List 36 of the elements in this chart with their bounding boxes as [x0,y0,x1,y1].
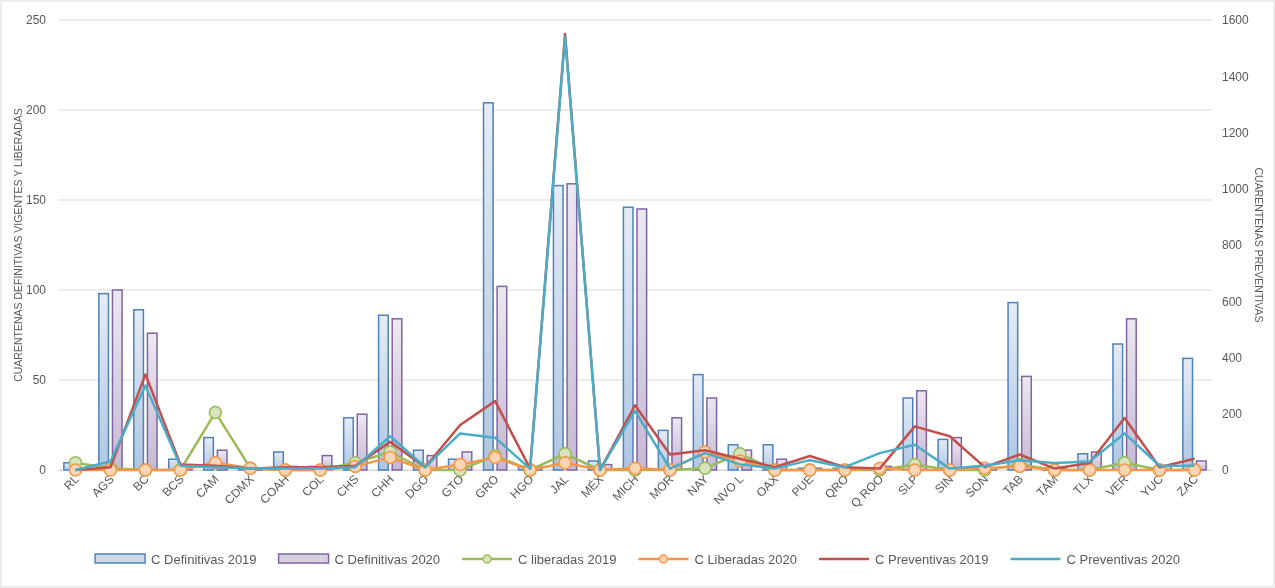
x-tick-label: ZAC [1174,471,1202,499]
x-tick-label: SIN [932,472,957,497]
y-tick-label: 0 [39,463,47,478]
y-tick-label: 50 [32,373,47,388]
legend-label: C liberadas 2019 [518,551,617,567]
y2-axis-title: CUARENTENAS PREVENTIVAS [1253,167,1265,323]
legend-label: C Preventivas 2020 [1066,551,1180,567]
y2-tick-label: 1200 [1222,125,1250,140]
x-tick-label: TAB [1000,472,1027,498]
x-tick-label: JAL [546,471,572,497]
y-tick-label: 200 [25,103,47,118]
y-tick-label: 250 [25,13,47,28]
x-tick-label: RL [61,471,83,493]
y2-tick-label: 0 [1222,463,1229,478]
x-tick-label: VER [1103,471,1132,500]
x-tick-label: COL [299,471,327,500]
y-tick-label: 100 [25,283,47,298]
legend-label: C Preventivas 2019 [875,551,989,567]
y2-tick-label: 400 [1222,350,1243,365]
x-tick-label: TLX [1070,472,1096,498]
y2-tick-label: 200 [1222,407,1243,422]
x-tick-label: TAM [1033,472,1061,500]
x-tick-label: OAX [753,472,782,500]
legend-label: C Liberadas 2020 [694,551,798,567]
legend-label: C Definitivas 2020 [334,551,441,567]
y-tick-label: 150 [25,193,47,208]
y-axis-title: CUARENTENAS DEFINITIVAS VIGENTES Y LIBERADAS [12,108,24,382]
x-tick-label: YUC [1138,471,1167,500]
y2-tick-label: 800 [1222,238,1243,253]
y2-tick-label: 1600 [1222,13,1250,28]
legend-label: C Definitivas 2019 [151,551,257,567]
y2-tick-label: 1400 [1222,69,1250,84]
x-tick-label: SLP [895,472,922,499]
y2-tick-label: 1000 [1222,182,1250,197]
x-tick-label: BC [130,471,153,494]
y2-tick-label: 600 [1222,294,1243,309]
